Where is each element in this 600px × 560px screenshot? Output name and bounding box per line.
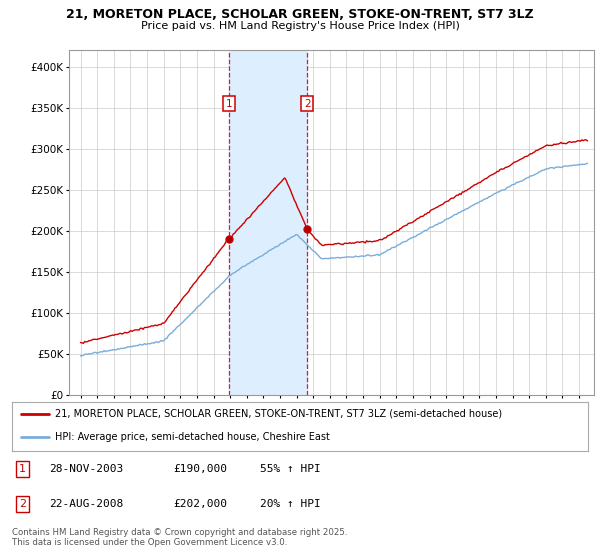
Text: 22-AUG-2008: 22-AUG-2008	[49, 499, 124, 509]
Bar	[229, 50, 307, 395]
Text: 21, MORETON PLACE, SCHOLAR GREEN, STOKE-ON-TRENT, ST7 3LZ: 21, MORETON PLACE, SCHOLAR GREEN, STOKE-…	[66, 8, 534, 21]
Text: £190,000: £190,000	[173, 464, 227, 474]
Text: £202,000: £202,000	[173, 499, 227, 509]
Text: HPI: Average price, semi-detached house, Cheshire East: HPI: Average price, semi-detached house,…	[55, 432, 330, 442]
Text: 28-NOV-2003: 28-NOV-2003	[49, 464, 124, 474]
Text: Contains HM Land Registry data © Crown copyright and database right 2025.
This d: Contains HM Land Registry data © Crown c…	[12, 528, 347, 547]
Text: 2: 2	[19, 499, 26, 509]
Text: 1: 1	[226, 99, 232, 109]
Text: Price paid vs. HM Land Registry's House Price Index (HPI): Price paid vs. HM Land Registry's House …	[140, 21, 460, 31]
Text: 55% ↑ HPI: 55% ↑ HPI	[260, 464, 320, 474]
Text: 1: 1	[19, 464, 26, 474]
Text: 20% ↑ HPI: 20% ↑ HPI	[260, 499, 320, 509]
Text: 2: 2	[304, 99, 311, 109]
Text: 21, MORETON PLACE, SCHOLAR GREEN, STOKE-ON-TRENT, ST7 3LZ (semi-detached house): 21, MORETON PLACE, SCHOLAR GREEN, STOKE-…	[55, 409, 502, 419]
